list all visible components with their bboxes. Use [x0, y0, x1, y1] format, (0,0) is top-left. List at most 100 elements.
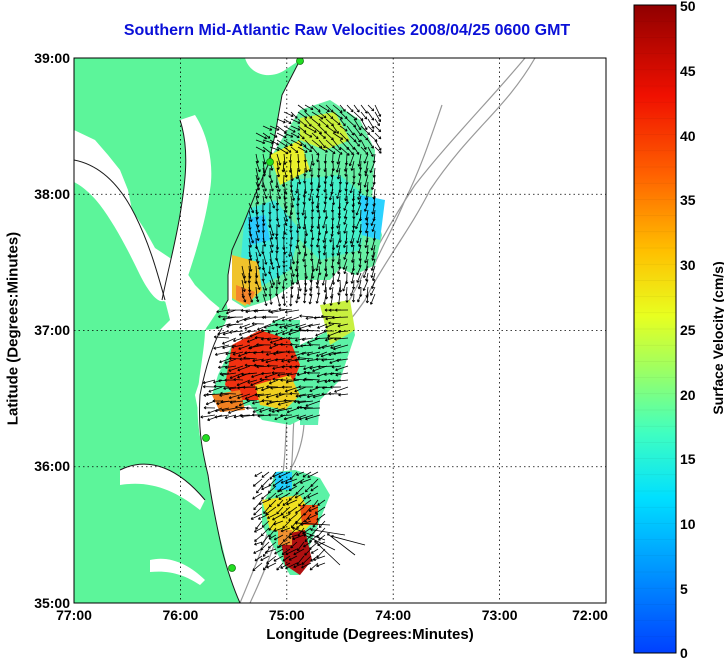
velocity-arrow	[325, 118, 334, 127]
velocity-arrow	[315, 385, 328, 389]
velocity-arrow	[353, 118, 362, 131]
velocity-arrow	[329, 372, 342, 376]
velocity-arrow	[360, 132, 369, 141]
velocity-arrow	[243, 356, 258, 360]
velocity-arrow	[269, 244, 274, 254]
velocity-arrow	[269, 344, 279, 350]
velocity-arrow	[307, 371, 321, 375]
velocity-arrow	[334, 386, 349, 393]
velocity-arrow	[318, 146, 328, 153]
velocity-arrow	[255, 293, 260, 303]
velocity-arrow	[276, 118, 286, 124]
velocity-arrow	[296, 541, 305, 552]
velocity-arrow	[288, 244, 292, 257]
velocity-arrow	[314, 506, 326, 514]
velocity-arrow	[305, 316, 321, 320]
velocity-arrow	[202, 379, 216, 385]
velocity-arrow	[324, 337, 335, 342]
velocity-arrow	[269, 471, 277, 480]
velocity-arrow	[295, 393, 307, 398]
velocity-arrow	[262, 237, 267, 247]
velocity-arrow	[297, 174, 302, 185]
velocity-arrow	[251, 400, 265, 405]
velocity-arrow	[272, 513, 284, 521]
velocity-arrow	[317, 365, 335, 369]
velocity-arrow	[336, 188, 341, 199]
velocity-arrow	[269, 125, 280, 131]
velocity-arrow	[229, 330, 244, 334]
velocity-arrow	[336, 216, 341, 229]
colorbar-tick-label: 25	[680, 322, 696, 338]
velocity-arrow	[207, 407, 223, 415]
velocity-arrow	[269, 400, 286, 404]
velocity-arrow	[260, 555, 270, 562]
velocity-arrow	[228, 365, 244, 372]
colorbar-ticks: 50 45 40 35 30 25 20 15 10 5 0	[680, 0, 696, 659]
velocity-arrow	[296, 555, 305, 566]
velocity-arrow	[278, 471, 291, 478]
velocity-arrow	[297, 244, 302, 255]
velocity-arrow	[268, 407, 279, 412]
velocity-arrow	[357, 153, 362, 167]
velocity-arrow	[360, 111, 368, 120]
velocity-arrow	[329, 293, 334, 306]
colorbar-tick-label: 50	[680, 0, 696, 14]
velocity-arrow	[294, 521, 331, 526]
velocity-arrow	[276, 272, 281, 285]
velocity-arrow	[239, 323, 251, 329]
velocity-arrow	[357, 279, 362, 290]
velocity-arrow	[353, 132, 361, 143]
velocity-arrow	[362, 265, 369, 279]
velocity-arrow	[260, 337, 272, 341]
velocity-arrow	[321, 358, 335, 362]
velocity-arrow	[318, 251, 322, 265]
velocity-arrow	[325, 111, 334, 120]
velocity-arrow	[276, 258, 281, 269]
velocity-arrow	[301, 351, 314, 356]
velocity-arrow	[337, 265, 341, 275]
y-tick-label: 36:00	[34, 458, 70, 474]
velocity-arrow	[295, 323, 307, 329]
velocity-arrow	[274, 323, 286, 327]
colorbar	[634, 5, 676, 653]
velocity-arrow	[258, 499, 270, 506]
velocity-arrow	[343, 209, 348, 219]
velocity-arrow	[314, 336, 328, 341]
velocity-arrow	[213, 335, 230, 339]
velocity-arrow	[297, 139, 307, 148]
velocity-arrow	[260, 534, 270, 546]
velocity-arrow	[267, 330, 279, 334]
velocity-arrow	[343, 216, 348, 225]
velocity-arrow	[207, 414, 223, 422]
velocity-arrow	[332, 118, 341, 126]
velocity-arrow	[255, 160, 261, 173]
velocity-arrow	[293, 562, 305, 569]
velocity-arrow	[248, 251, 253, 261]
velocity-arrow	[255, 520, 263, 530]
velocity-arrow	[293, 399, 307, 404]
velocity-arrow	[238, 344, 251, 351]
velocity-arrow	[363, 153, 369, 164]
velocity-arrow	[290, 139, 303, 147]
velocity-arrow	[311, 111, 324, 120]
velocity-arrow	[298, 385, 314, 389]
velocity-arrow	[303, 365, 314, 371]
velocity-arrow	[299, 478, 312, 484]
colorbar-tick-label: 5	[680, 581, 688, 597]
plot-area	[74, 58, 606, 603]
velocity-arrow	[263, 506, 270, 515]
velocity-arrow	[353, 139, 360, 147]
velocity-arrow	[276, 506, 284, 515]
velocity-arrow	[365, 272, 369, 282]
velocity-arrow	[349, 181, 355, 194]
velocity-arrow	[305, 400, 321, 407]
velocity-arrow	[232, 351, 244, 356]
velocity-arrow	[315, 293, 320, 304]
colorbar-label: Surface Velocity (cm/s)	[710, 261, 724, 415]
velocity-arrow	[248, 230, 255, 244]
velocity-arrow	[320, 351, 335, 358]
velocity-arrow	[227, 315, 244, 319]
velocity-arrow	[299, 405, 314, 409]
velocity-arrow	[283, 118, 292, 124]
velocity-arrow	[249, 330, 265, 338]
